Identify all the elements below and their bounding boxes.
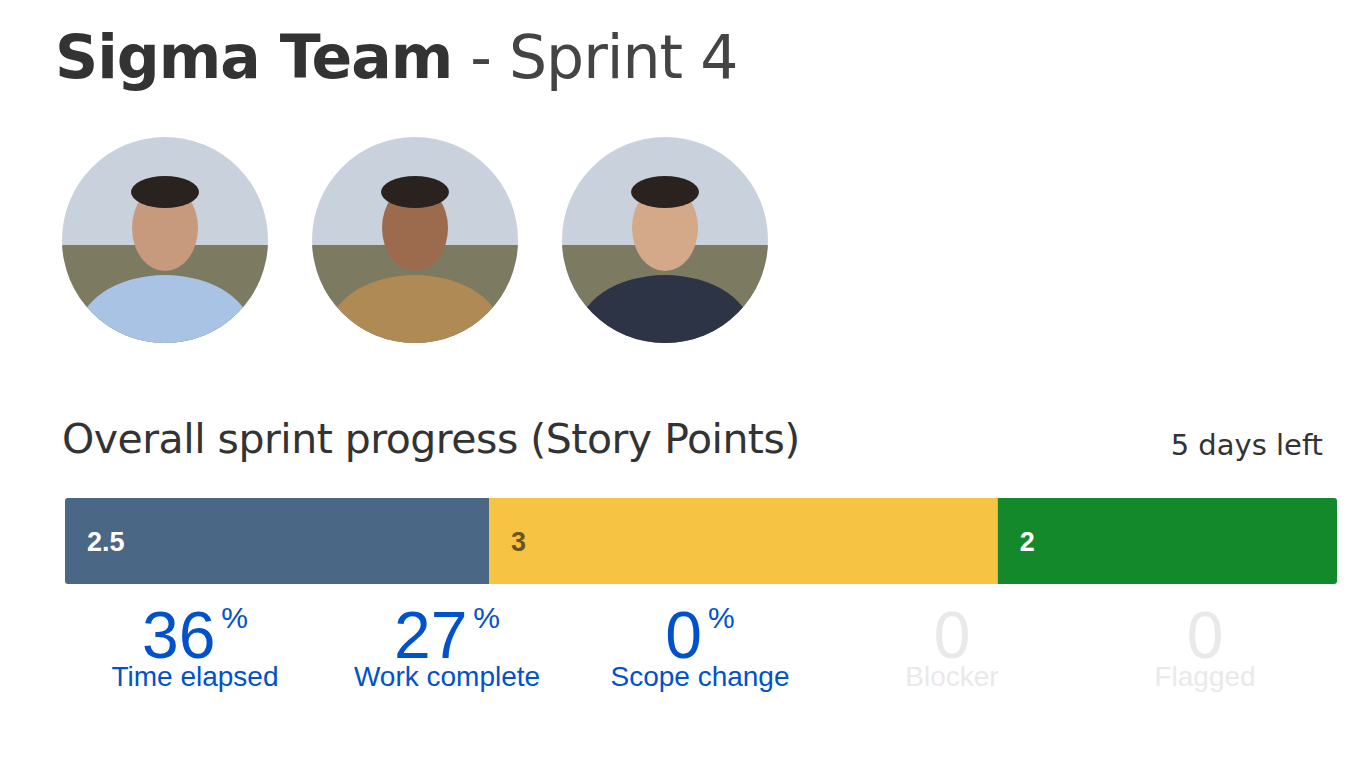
metric-value: 0 [665, 598, 702, 672]
avatar [62, 137, 268, 395]
avatar [312, 137, 518, 395]
metric-value-row: 0% [575, 600, 825, 670]
sprint-name: - Sprint 4 [470, 22, 737, 92]
data-labels: 2.5 3 2 [87, 527, 1035, 557]
metric-label: Work complete [322, 662, 572, 692]
bar-segment [489, 498, 998, 584]
bar-segment [65, 498, 489, 584]
bars [65, 498, 1337, 584]
data-label: 3 [511, 527, 526, 557]
avatar-body [77, 275, 253, 395]
avatar-hair [631, 176, 699, 208]
metric-label: Blocker [827, 662, 1077, 692]
avatar-body [577, 275, 753, 395]
metric-unit: % [473, 601, 500, 634]
team-name: Sigma Team [55, 22, 452, 92]
metric: 27%Work complete [322, 600, 572, 692]
bar-segment [998, 498, 1337, 584]
metric-value-row: 0 [827, 600, 1077, 670]
metric: 0Flagged [1080, 600, 1330, 692]
metric-label: Time elapsed [70, 662, 320, 692]
metric-value: 36 [142, 598, 215, 672]
avatar-hair [131, 176, 199, 208]
chart-title: Overall sprint progress (Story Points) [62, 415, 800, 463]
data-label: 2 [1020, 527, 1035, 557]
metric-value: 0 [934, 598, 971, 672]
metric-value-row: 27% [322, 600, 572, 670]
metric-unit: % [221, 601, 248, 634]
metric: 36%Time elapsed [70, 600, 320, 692]
chart-subtitle: 5 days left [1171, 428, 1323, 462]
metric-unit: % [708, 601, 735, 634]
avatar-body [327, 275, 503, 395]
metric: 0Blocker [827, 600, 1077, 692]
metric-label: Flagged [1080, 662, 1330, 692]
avatar-hair [381, 176, 449, 208]
metric-value-row: 0 [1080, 600, 1330, 670]
metric-value: 27 [394, 598, 467, 672]
metric-value-row: 36% [70, 600, 320, 670]
metric-value: 0 [1187, 598, 1224, 672]
avatar [562, 137, 768, 395]
data-label: 2.5 [87, 527, 125, 557]
metric-label: Scope change [575, 662, 825, 692]
page-header: Sigma Team - Sprint 4 [55, 22, 737, 92]
metric: 0%Scope change [575, 600, 825, 692]
